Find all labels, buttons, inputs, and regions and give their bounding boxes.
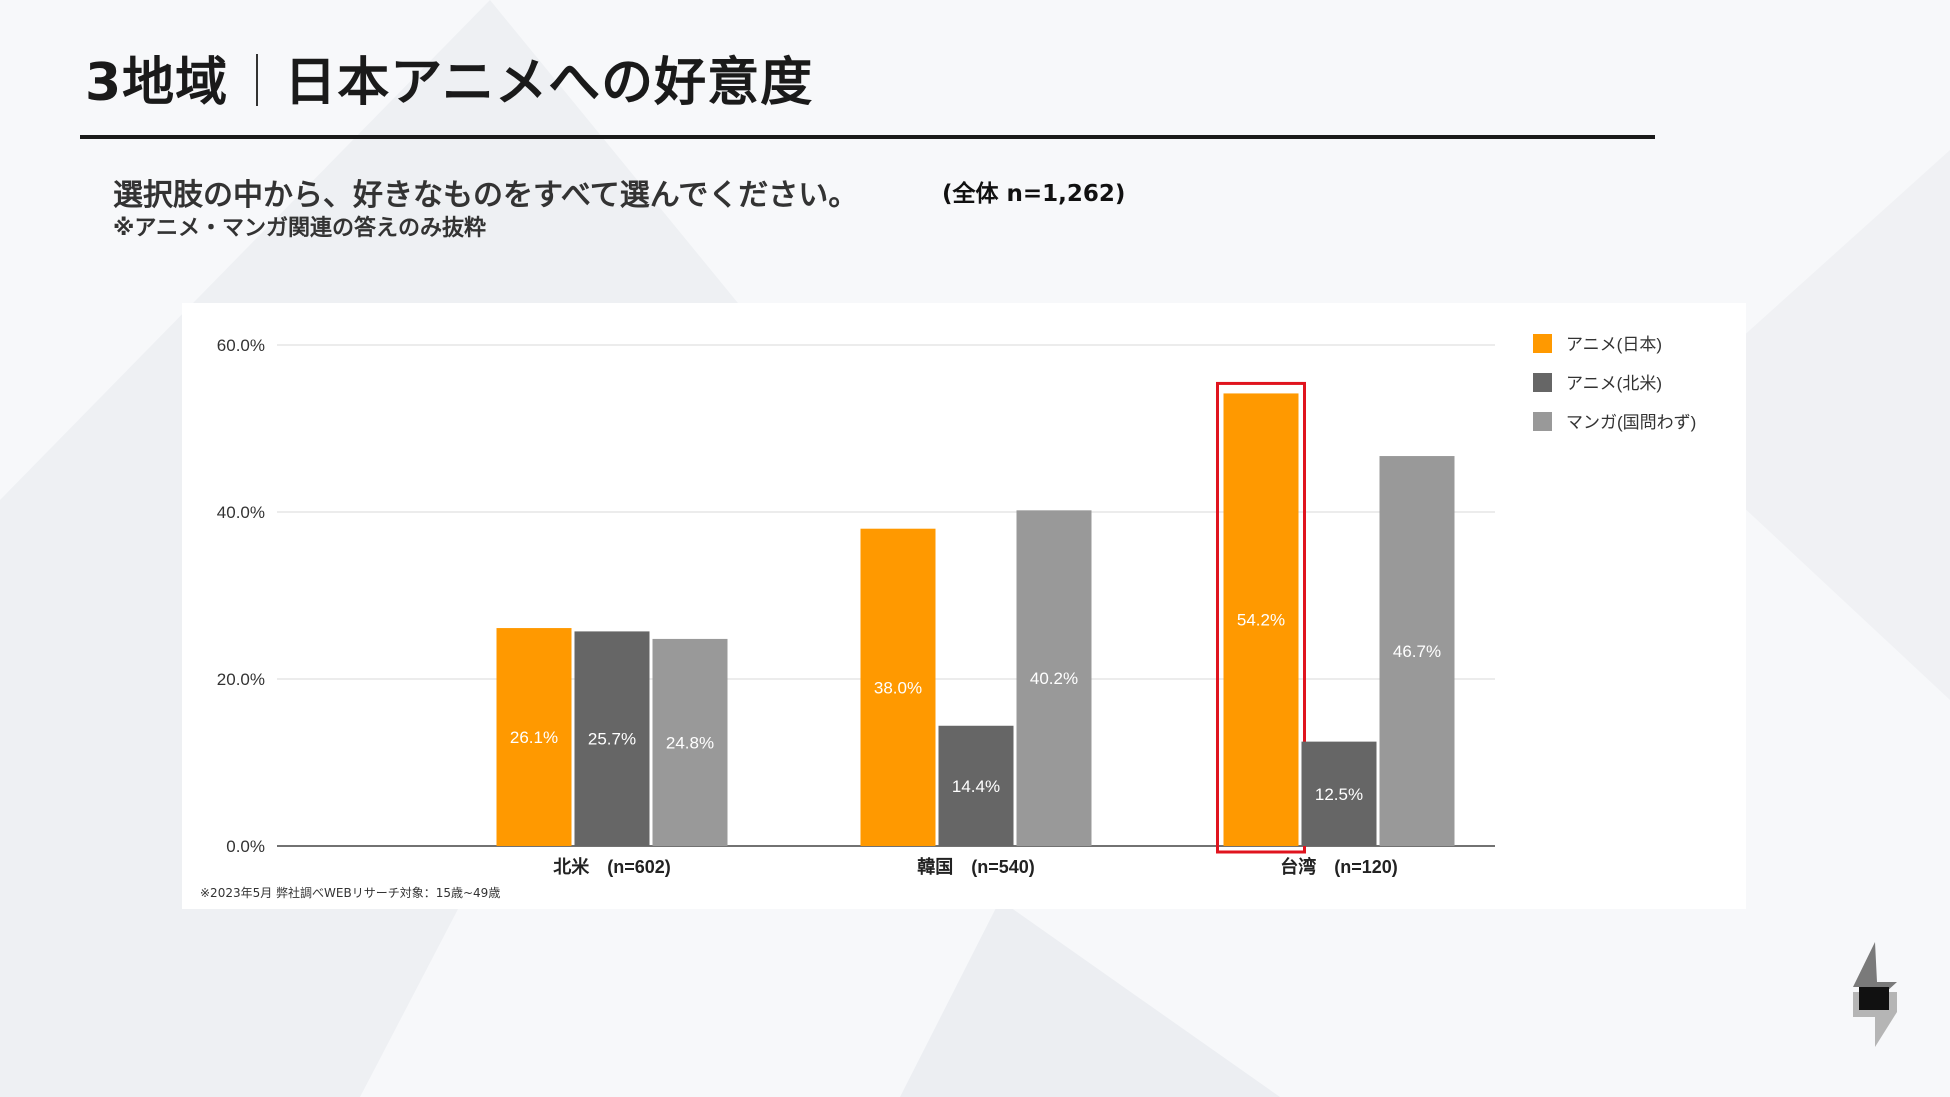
bar [938,725,1014,846]
x-category-label: 韓国 (n=540) [917,856,1035,877]
data-label: 25.7% [588,730,636,749]
bar [860,528,936,846]
y-tick-label: 60.0% [217,336,265,355]
bar [1223,393,1299,846]
y-tick-label: 0.0% [226,837,265,856]
page-title: 3地域 日本アニメへの好意度 [85,40,813,115]
chart-panel: 0.0% 20.0% 40.0% 60.0% 26.1% 25.7% 24.8% 北米 (n=… [182,303,1746,909]
data-label: 24.8% [666,733,714,752]
sample-size: (全体 n=1,262) [942,181,1126,207]
bar [1301,741,1377,846]
title-underline [80,135,1655,139]
legend-label: マンガ(国問わず) [1566,413,1696,432]
y-tick-label: 40.0% [217,503,265,522]
legend-label: アニメ(北米) [1566,374,1662,393]
bar [496,628,572,846]
data-label: 46.7% [1393,642,1441,661]
legend-label: アニメ(日本) [1566,335,1662,354]
footnote: ※2023年5月 弊社調べWEBリサーチ対象：15歳~49歳 [200,886,501,900]
data-label: 54.2% [1237,611,1285,630]
legend-swatch [1533,373,1552,392]
title-sub: 日本アニメへの好意度 [284,53,814,113]
data-label: 40.2% [1030,669,1078,688]
y-tick-label: 20.0% [217,670,265,689]
x-category-label: 北米 (n=602) [553,856,671,877]
brand-logo-icon [1853,942,1897,1047]
data-label: 26.1% [510,728,558,747]
legend-swatch [1533,334,1552,353]
bar [1379,456,1455,846]
data-label: 38.0% [874,678,922,697]
legend-swatch [1533,412,1552,431]
extract-note: ※アニメ・マンガ関連の答えのみ抜粋 [113,216,486,241]
data-label: 14.4% [952,777,1000,796]
survey-question: 選択肢の中から、好きなものをすべて選んでください。 [113,178,859,213]
bar [652,638,728,846]
bar [1016,510,1092,846]
title-separator [256,54,259,106]
bar [574,631,650,846]
bar-chart: 0.0% 20.0% 40.0% 60.0% 26.1% 25.7% 24.8% 北米 (n=… [217,334,1696,877]
x-category-label: 台湾 (n=120) [1280,856,1398,877]
highlight-box [1216,381,1306,854]
data-label: 12.5% [1315,785,1363,804]
title-main: 3地域 [85,53,229,113]
